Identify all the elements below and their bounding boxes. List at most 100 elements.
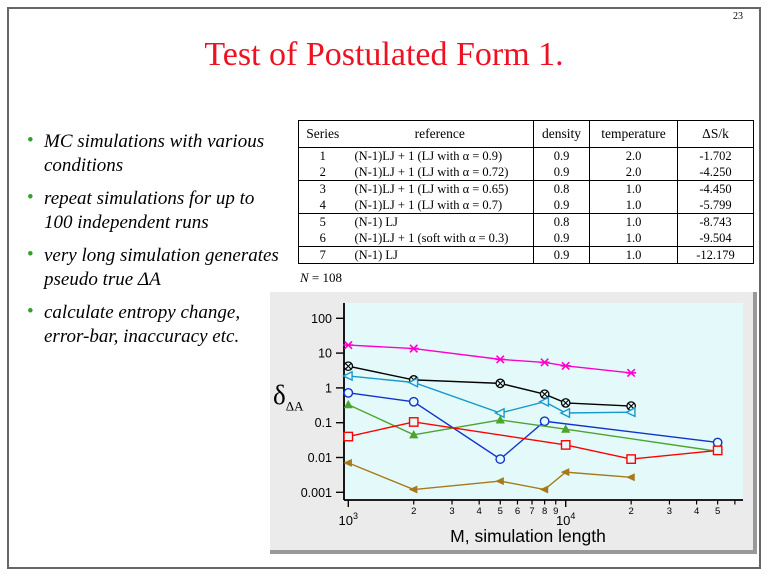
- table-cell: 1.0: [589, 246, 678, 264]
- table-cell: 0.9: [533, 147, 590, 164]
- series-cyan-open-triangle: [341, 370, 636, 419]
- series-brown-filled-triangle: [343, 458, 635, 494]
- x-minor-tick-label: 5: [715, 506, 720, 517]
- table-cell: 0.8: [533, 180, 590, 197]
- table-cell: 1.0: [589, 180, 678, 197]
- series-marker: [560, 440, 571, 450]
- series-magenta-asterisk: [343, 340, 637, 378]
- x-minor-tick-label: 7: [529, 506, 534, 517]
- x-minor-tick-label: 3: [449, 506, 454, 517]
- table-cell: (N-1)LJ + 1 (soft with α = 0.3): [346, 230, 534, 247]
- table-cell: -8.743: [677, 213, 754, 230]
- series-line: [348, 344, 632, 374]
- table-header: Series reference density temperature ΔS/k: [298, 120, 754, 148]
- y-tick-label: 0.001: [301, 486, 332, 500]
- table-row: 1 (N-1)LJ + 1 (LJ with α = 0.9) 0.9 2.0 -1.7…: [299, 147, 754, 164]
- series-marker: [408, 417, 419, 427]
- x-minor-tick-label: 9: [553, 506, 558, 517]
- table-cell: 2.0: [589, 147, 678, 164]
- series-marker: [409, 344, 419, 353]
- x-major-tick-label: 103: [339, 511, 358, 528]
- series-marker: [541, 391, 548, 398]
- series-black-circle-cross: [343, 361, 636, 411]
- series-blue-open-circle: [343, 387, 723, 464]
- series-marker: [626, 473, 635, 482]
- series-marker: [540, 358, 549, 367]
- y-tick-label: 1: [325, 381, 332, 395]
- table-cell: -4.450: [677, 180, 754, 197]
- series-marker: [495, 477, 504, 486]
- series-line: [348, 375, 632, 414]
- bullet-item: MC simulations with various conditions: [27, 129, 285, 178]
- table-cell: (N-1)LJ + 1 (LJ with α = 0.9): [354, 148, 503, 163]
- table-cell: 0.9: [533, 197, 590, 214]
- table-row: 7 (N-1) LJ 0.9 1.0 -12.179: [299, 246, 754, 264]
- series-marker: [497, 380, 504, 387]
- table-cell: 0.9: [533, 246, 590, 264]
- table-cell: -5.799: [677, 197, 754, 214]
- y-tick-label: 0.1: [315, 416, 332, 430]
- series-marker: [495, 454, 506, 464]
- table-note-variable: N: [300, 270, 309, 285]
- x-minor-tick-label: 2: [411, 506, 416, 517]
- x-minor-tick-label: 3: [667, 506, 672, 517]
- table-header-cell: Series: [298, 120, 347, 148]
- table-cell: -1.702: [677, 147, 754, 164]
- table-cell: 0.9: [533, 164, 590, 181]
- table-body: 1 (N-1)LJ + 1 (LJ with α = 0.9) 0.9 2.0 -1.7…: [298, 147, 754, 264]
- table-cell: (N-1) LJ: [354, 214, 398, 229]
- table-cell: 1.0: [589, 230, 678, 247]
- series-marker: [626, 368, 636, 378]
- table-cell: -4.250: [677, 164, 754, 181]
- table-cell: (N-1) LJ: [354, 247, 398, 262]
- x-minor-tick-label: 6: [515, 506, 520, 517]
- series-line: [348, 365, 632, 407]
- series-marker: [345, 363, 352, 370]
- table-note-value: = 108: [308, 270, 343, 285]
- series-marker: [562, 399, 569, 406]
- series-marker: [409, 429, 419, 439]
- series-marker: [341, 370, 353, 382]
- bullet-item: very long simulation generates pseudo tr…: [27, 243, 285, 292]
- y-tick-label: 0.01: [308, 451, 332, 465]
- bullet-list: MC simulations with various conditions re…: [27, 129, 285, 358]
- x-minor-tick-label: 4: [477, 506, 482, 517]
- series-marker: [624, 406, 636, 418]
- series-red-open-square: [343, 417, 723, 464]
- table-cell: 3: [319, 181, 326, 196]
- series-marker: [407, 377, 419, 388]
- x-minor-tick-label: 4: [694, 506, 699, 517]
- chart-svg: 100 10 1 0.1 0.01 0.001 103 104 2 3 4 5 6 7 8 9 2 3 4 5 M, s…: [301, 303, 743, 546]
- series-marker: [628, 403, 635, 410]
- table-cell: 1.0: [589, 197, 678, 214]
- table-note: N = 108: [300, 270, 342, 286]
- table-header-cell: reference: [346, 120, 534, 148]
- x-major-tick-label: 104: [556, 511, 575, 528]
- series-marker: [561, 361, 570, 371]
- table-cell: 0.8: [533, 213, 590, 230]
- series-marker: [538, 396, 550, 408]
- series-marker: [712, 437, 723, 448]
- table-row: 6 (N-1)LJ + 1 (soft with α = 0.3) 0.9 1.0 -9…: [298, 230, 754, 247]
- slide-title: Test of Postulated Form 1.: [204, 36, 564, 73]
- table-cell: 6: [298, 230, 347, 247]
- series-marker: [561, 424, 571, 433]
- table-header-cell: ΔS/k: [677, 120, 754, 148]
- series-marker: [539, 416, 550, 427]
- table-row: 4 (N-1)LJ + 1 (LJ with α = 0.7) 0.9 1.0 -5.7…: [298, 197, 754, 214]
- chart-panel: 100 10 1 0.1 0.01 0.001 103 104 2 3 4 5 6 7 8 9 2 3 4 5 M, s…: [270, 292, 757, 554]
- table-cell: 5: [319, 214, 326, 229]
- bullet-item: repeat simulations for up to 100 indepen…: [27, 186, 285, 235]
- table-cell: (N-1)LJ + 1 (LJ with α = 0.65): [354, 181, 509, 196]
- page-number: 23: [733, 11, 743, 22]
- x-minor-tick-label: 2: [628, 506, 633, 517]
- series-marker: [559, 407, 571, 419]
- table-cell: 1.0: [589, 213, 678, 230]
- series-marker: [539, 485, 549, 494]
- series-marker: [343, 431, 354, 442]
- series-marker: [343, 458, 352, 467]
- series-marker: [495, 355, 505, 364]
- series-marker: [344, 340, 353, 350]
- bullet-item: calculate entropy change, error-bar, ina…: [27, 300, 285, 349]
- y-tick-label: 10: [318, 347, 332, 361]
